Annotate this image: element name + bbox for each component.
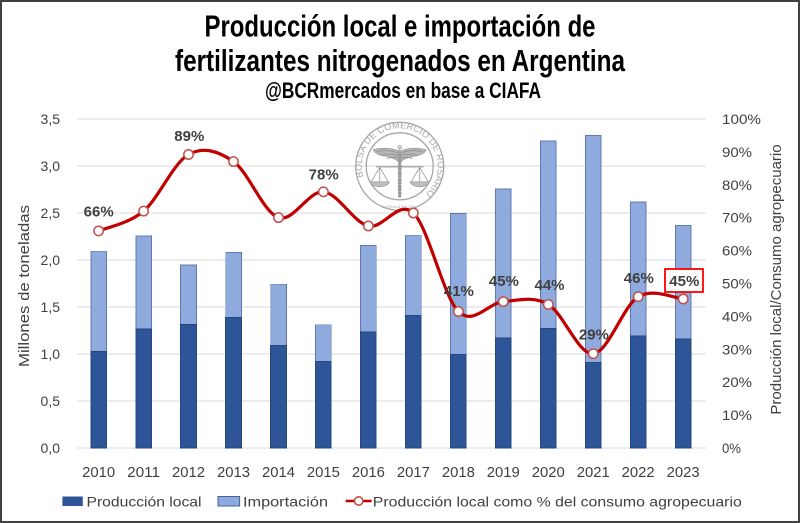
svg-text:2023: 2023: [667, 465, 700, 481]
svg-text:2021: 2021: [577, 465, 610, 481]
svg-text:2,0: 2,0: [41, 252, 61, 268]
svg-text:100%: 100%: [722, 111, 761, 127]
svg-text:41%: 41%: [444, 283, 474, 300]
svg-text:Producción local/Consumo agrop: Producción local/Consumo agropecuario: [768, 144, 785, 414]
svg-text:2017: 2017: [397, 465, 430, 481]
svg-text:Producción local: Producción local: [87, 493, 202, 509]
svg-text:80%: 80%: [722, 177, 752, 193]
svg-text:2019: 2019: [487, 465, 520, 481]
svg-text:89%: 89%: [174, 128, 204, 145]
svg-text:2,5: 2,5: [41, 205, 61, 221]
svg-text:90%: 90%: [722, 144, 752, 160]
svg-text:40%: 40%: [722, 308, 752, 324]
svg-text:2016: 2016: [352, 465, 385, 481]
svg-text:70%: 70%: [722, 210, 752, 226]
svg-text:60%: 60%: [722, 243, 752, 259]
svg-text:Producción local como % del co: Producción local como % del consumo agro…: [373, 493, 742, 509]
svg-text:10%: 10%: [722, 407, 752, 423]
svg-text:2014: 2014: [262, 465, 295, 481]
svg-text:2022: 2022: [622, 465, 655, 481]
svg-text:1,5: 1,5: [41, 299, 61, 315]
svg-text:1,0: 1,0: [41, 346, 61, 362]
svg-text:@BCRmercados en base a CIAFA: @BCRmercados en base a CIAFA: [265, 78, 541, 103]
svg-text:Producción local e importación: Producción local e importación de: [205, 10, 596, 44]
svg-text:2011: 2011: [127, 465, 160, 481]
svg-text:3,5: 3,5: [41, 111, 61, 127]
svg-text:30%: 30%: [722, 341, 752, 357]
svg-text:2020: 2020: [532, 465, 565, 481]
svg-text:45%: 45%: [489, 273, 519, 290]
svg-text:Millones de toneladas: Millones de toneladas: [16, 205, 33, 367]
svg-text:46%: 46%: [624, 270, 654, 287]
svg-text:0%: 0%: [722, 440, 741, 456]
svg-text:2018: 2018: [442, 465, 475, 481]
svg-text:0,5: 0,5: [41, 393, 61, 409]
svg-text:0,0: 0,0: [41, 440, 61, 456]
svg-text:Importación: Importación: [243, 493, 328, 509]
svg-text:2012: 2012: [172, 465, 205, 481]
svg-text:20%: 20%: [722, 374, 752, 390]
svg-text:50%: 50%: [722, 276, 752, 292]
svg-text:29%: 29%: [579, 327, 609, 344]
svg-text:78%: 78%: [309, 167, 339, 184]
svg-text:2013: 2013: [217, 465, 250, 481]
svg-text:66%: 66%: [84, 203, 114, 220]
svg-text:45%: 45%: [669, 273, 699, 290]
svg-text:2015: 2015: [307, 465, 340, 481]
svg-text:2010: 2010: [82, 465, 115, 481]
svg-text:44%: 44%: [534, 277, 564, 294]
svg-text:fertilizantes nitrogenados en: fertilizantes nitrogenados en Argentina: [175, 44, 626, 78]
svg-text:3,0: 3,0: [41, 158, 61, 174]
svg-text:FUNDADA EN 1884: FUNDADA EN 1884: [382, 205, 417, 209]
